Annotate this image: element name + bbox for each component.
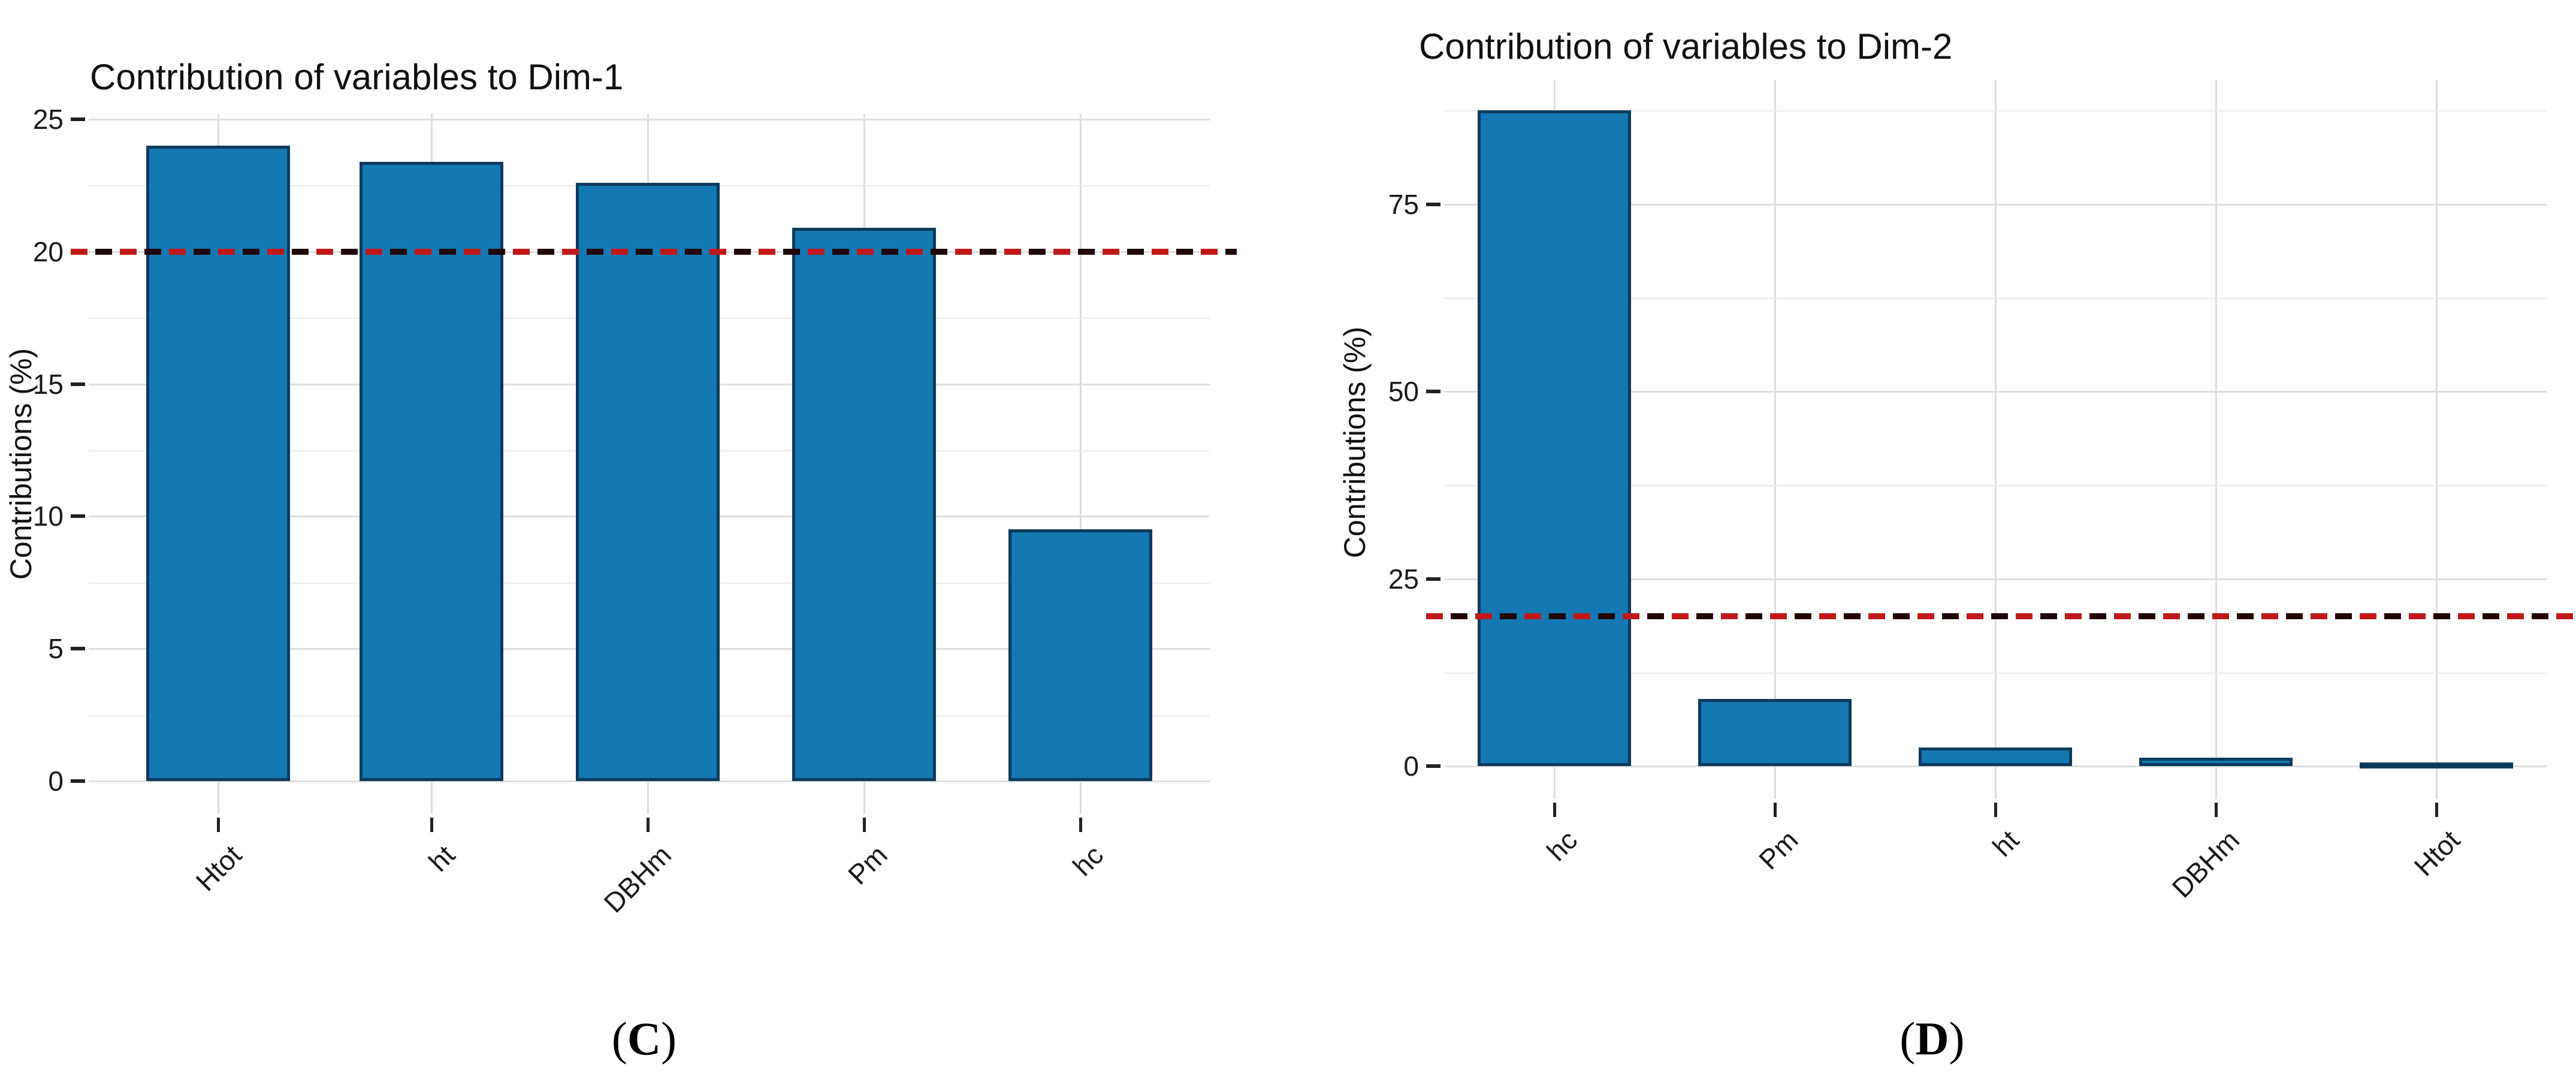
bar (2360, 762, 2513, 768)
x-category-label: DBHm (597, 839, 677, 919)
bar (1478, 110, 1631, 766)
x-category-label: Pm (842, 839, 893, 891)
caption-letter: C (627, 1012, 662, 1065)
x-tick-mark (647, 818, 650, 832)
bar (576, 183, 720, 781)
h-gridline-minor (1444, 298, 2547, 299)
bar (1919, 748, 2072, 766)
caption-close-paren: ) (661, 1012, 677, 1065)
h-gridline-minor (1444, 485, 2547, 486)
reference-line (71, 249, 1237, 255)
y-tick-mark (71, 117, 85, 121)
chart-title: Contribution of variables to Dim-2 (1419, 26, 1953, 67)
y-tick-mark (71, 779, 85, 783)
y-tick-label: 50 (1388, 376, 1419, 407)
y-tick-label: 0 (48, 765, 64, 797)
y-tick-label: 25 (32, 104, 64, 135)
bar (792, 228, 936, 781)
bar (1698, 699, 1852, 766)
y-tick-label: 15 (32, 369, 64, 400)
x-category-label: Pm (1753, 824, 1804, 876)
x-category-label: DBHm (2166, 824, 2245, 904)
caption-close-paren: ) (1949, 1012, 1965, 1065)
y-tick-mark (1426, 577, 1440, 581)
x-category-label: hc (1541, 824, 1584, 867)
x-tick-mark (1553, 803, 1556, 817)
v-gridline (1080, 114, 1082, 814)
y-tick-label: 5 (48, 633, 64, 664)
h-gridline-major (1444, 578, 2547, 580)
y-tick-label: 75 (1388, 189, 1419, 220)
y-tick-mark (1426, 203, 1440, 206)
y-tick-mark (1426, 764, 1440, 768)
caption-letter: D (1915, 1012, 1949, 1065)
caption-open-paren: ( (1899, 1012, 1916, 1065)
x-category-label: Htot (2408, 824, 2466, 882)
y-tick-label: 10 (32, 501, 64, 532)
bar (360, 162, 503, 781)
x-category-label: hc (1067, 839, 1110, 882)
v-gridline (1995, 80, 1997, 799)
v-gridline (1774, 80, 1776, 799)
x-tick-mark (1079, 818, 1082, 832)
h-gridline-major (89, 780, 1210, 782)
bar (2139, 758, 2293, 766)
h-gridline-major (89, 119, 1210, 120)
x-tick-mark (863, 818, 866, 832)
x-tick-mark (430, 818, 433, 832)
dim2-contribution-panel: 0 25 50 75 hc Pm ht DBHm Htot Contribution of va… (1288, 0, 2576, 1076)
h-gridline-minor (1444, 673, 2547, 674)
y-axis-label: Contributions (%) (1338, 326, 1372, 559)
chart-title: Contribution of variables to Dim-1 (90, 57, 624, 97)
x-tick-mark (1994, 803, 1997, 817)
dim1-contribution-panel: 0 5 10 15 20 25 Htot ht DBHm Pm hc Contribution of… (0, 57, 1288, 1062)
y-tick-label: 25 (1388, 563, 1419, 595)
h-gridline-major (1444, 391, 2547, 393)
y-tick-mark (1426, 390, 1440, 393)
plot-area: 0 5 10 15 20 25 Htot ht DBHm Pm hc (32, 104, 1237, 919)
y-axis-label: Contributions (%) (4, 348, 38, 580)
x-tick-mark (1774, 803, 1777, 817)
reference-line (1426, 613, 2574, 619)
y-tick-mark (71, 647, 85, 650)
figure-caption: (D) (1288, 1015, 2576, 1062)
y-tick-label: 0 (1403, 751, 1419, 782)
v-gridline (2215, 80, 2217, 799)
bar (1008, 529, 1152, 781)
plot-area: 0 25 50 75 hc Pm ht DBHm Htot (1288, 0, 2576, 1076)
x-category-label: ht (422, 839, 461, 878)
y-tick-label: 20 (32, 236, 64, 267)
x-category-label: Htot (189, 839, 247, 897)
x-tick-mark (2215, 803, 2218, 817)
x-tick-mark (2435, 803, 2438, 817)
caption-open-paren: ( (611, 1012, 627, 1065)
h-gridline-major (1444, 765, 2547, 767)
h-gridline-major (1444, 204, 2547, 206)
x-category-label: ht (1986, 824, 2025, 863)
y-tick-mark (71, 382, 85, 386)
v-gridline (2436, 80, 2438, 799)
x-tick-mark (217, 818, 220, 832)
y-tick-mark (71, 514, 85, 518)
figure-caption: (C) (0, 1015, 1288, 1062)
h-gridline-minor (1444, 110, 2547, 111)
bar (146, 146, 290, 781)
